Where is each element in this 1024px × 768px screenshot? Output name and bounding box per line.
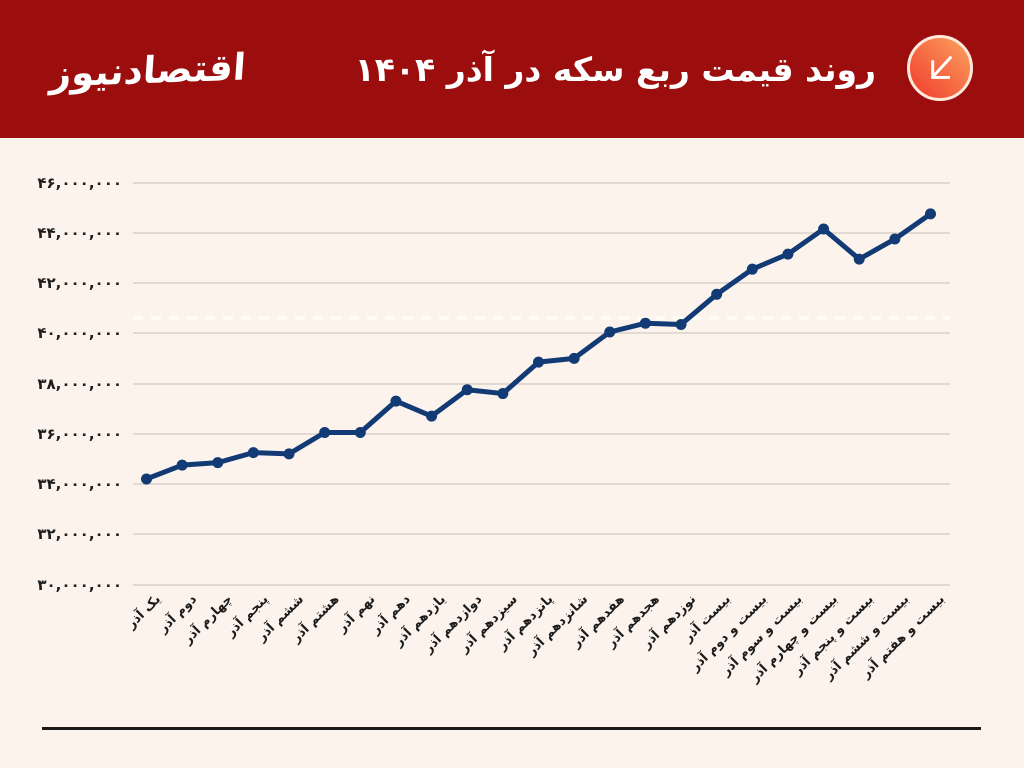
y-axis-tick-label: ۴۰,۰۰۰,۰۰۰: [37, 324, 122, 343]
y-axis-tick-label: ۳۲,۰۰۰,۰۰۰: [37, 525, 122, 544]
data-point: [889, 233, 901, 245]
trend-badge: [907, 35, 973, 101]
y-gridline: [133, 231, 950, 234]
data-point: [746, 263, 758, 275]
data-point: [176, 459, 188, 471]
y-axis-tick-label: ۳۰,۰۰۰,۰۰۰: [37, 575, 122, 594]
data-point: [782, 248, 794, 260]
y-axis-tick-label: ۳۴,۰۰۰,۰۰۰: [37, 475, 122, 493]
y-gridline: [133, 533, 950, 536]
y-axis-tick-label: ۳۶,۰۰۰,۰۰۰: [37, 424, 122, 443]
data-point: [639, 317, 651, 329]
data-point: [426, 410, 438, 422]
data-point: [390, 395, 402, 407]
y-axis-tick-label: ۴۶,۰۰۰,۰۰۰: [37, 173, 122, 192]
price-trend-line: [144, 211, 933, 482]
data-point: [533, 356, 544, 368]
y-axis-tick-label: ۴۲,۰۰۰,۰۰۰: [37, 274, 122, 292]
y-axis-tick-label: ۳۸,۰۰۰,۰۰۰: [37, 374, 122, 393]
y-gridline: [133, 332, 950, 335]
data-point: [283, 448, 295, 460]
data-point: [711, 288, 723, 300]
y-gridline: [133, 181, 950, 184]
data-point: [675, 318, 687, 330]
arrow-down-left-icon: [931, 55, 953, 79]
y-gridline: [133, 382, 950, 385]
y-gridline: [133, 282, 950, 284]
data-point: [247, 447, 259, 459]
y-axis-tick-label: ۴۴,۰۰۰,۰۰۰: [37, 223, 122, 242]
y-gridline: [133, 432, 950, 435]
data-point: [461, 384, 473, 396]
footer-divider: [42, 727, 981, 730]
page-title: روند قیمت ربع سکه در آذر ۱۴۰۴: [354, 50, 876, 89]
data-point: [853, 253, 865, 265]
data-point: [568, 352, 580, 364]
header-banner: اقتصادنیوز روند قیمت ربع سکه در آذر ۱۴۰۴: [0, 0, 1024, 138]
y-gridline: [133, 483, 950, 485]
data-point: [497, 388, 509, 400]
y-gridline: [133, 583, 950, 586]
data-point: [925, 208, 936, 220]
data-point: [212, 457, 224, 469]
